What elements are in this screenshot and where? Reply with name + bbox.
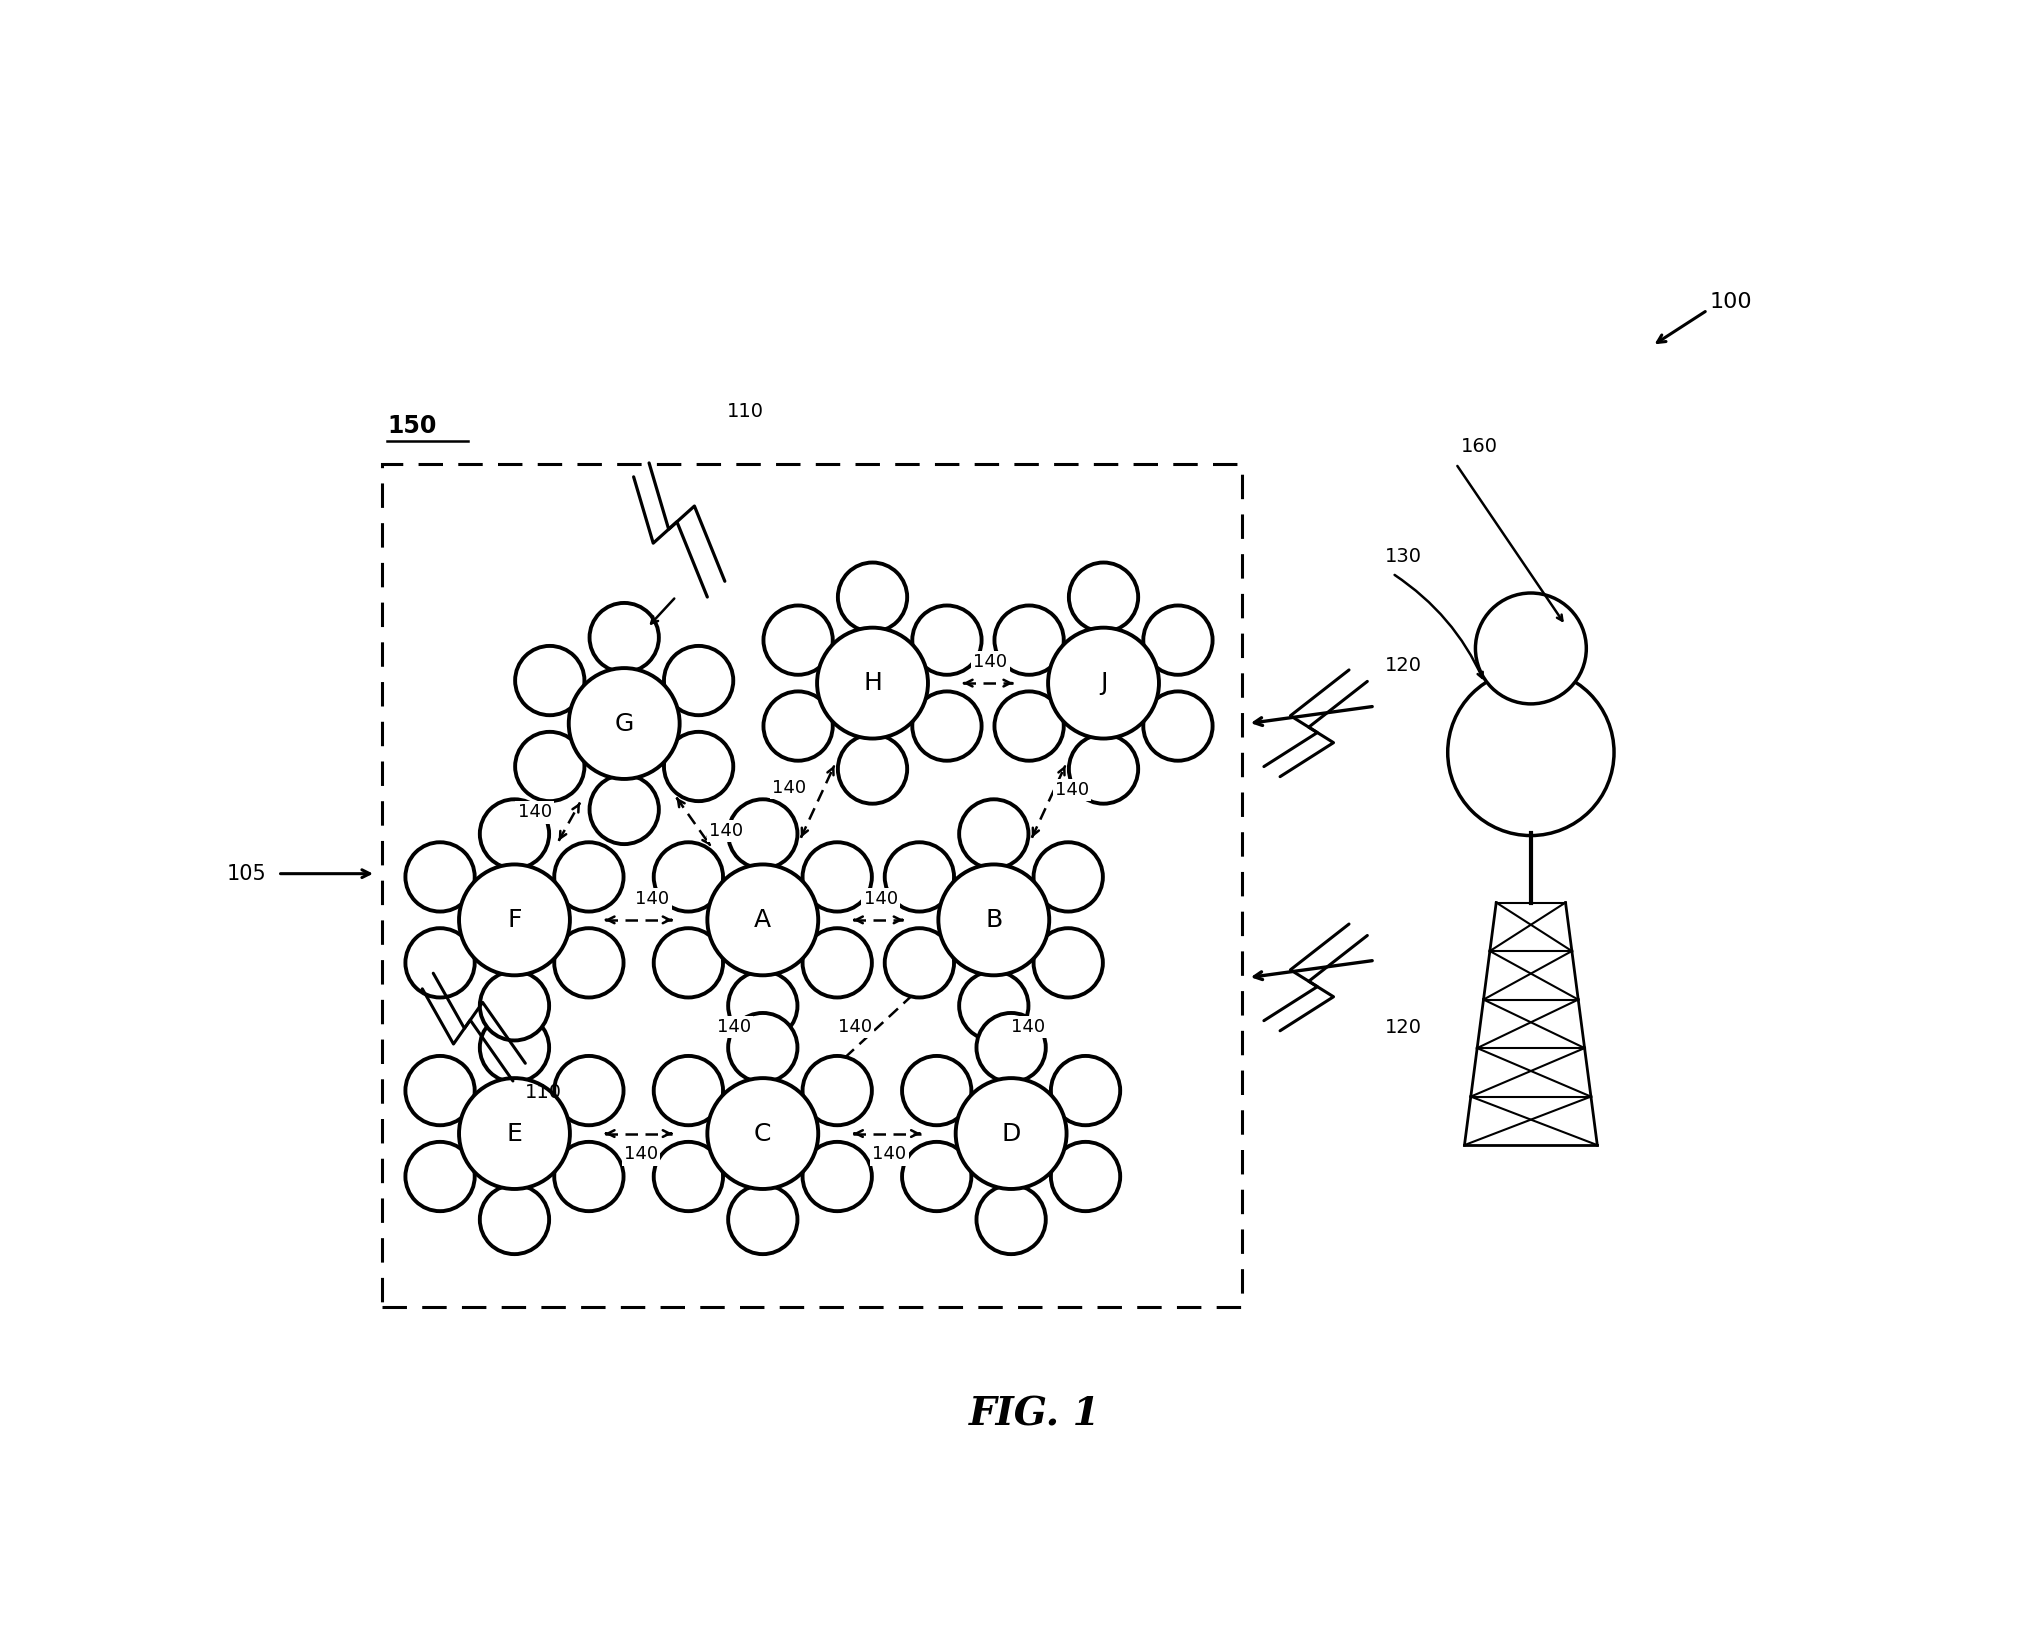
- Text: 140: 140: [1055, 780, 1090, 799]
- Circle shape: [837, 734, 908, 804]
- Circle shape: [1144, 691, 1213, 761]
- Text: G: G: [615, 711, 634, 736]
- Circle shape: [569, 668, 680, 779]
- Text: 140: 140: [624, 1145, 658, 1163]
- Circle shape: [912, 691, 981, 761]
- Circle shape: [589, 602, 658, 672]
- Circle shape: [406, 1056, 474, 1125]
- Circle shape: [957, 1077, 1068, 1190]
- Circle shape: [995, 606, 1063, 675]
- Circle shape: [458, 865, 569, 975]
- Text: 150: 150: [387, 414, 436, 439]
- Circle shape: [555, 1056, 624, 1125]
- Text: C: C: [755, 1122, 771, 1145]
- Circle shape: [654, 1142, 722, 1211]
- Text: 140: 140: [837, 1018, 872, 1036]
- Circle shape: [728, 1013, 797, 1082]
- Circle shape: [480, 799, 549, 868]
- Circle shape: [763, 606, 833, 675]
- Circle shape: [1447, 670, 1614, 835]
- Text: 110: 110: [525, 1082, 561, 1102]
- Text: B: B: [985, 908, 1003, 932]
- Circle shape: [406, 842, 474, 911]
- Circle shape: [728, 799, 797, 868]
- Circle shape: [977, 1185, 1045, 1254]
- Circle shape: [763, 691, 833, 761]
- Text: F: F: [507, 908, 523, 932]
- Text: 160: 160: [1461, 437, 1497, 455]
- Text: 140: 140: [519, 804, 551, 822]
- Circle shape: [555, 929, 624, 998]
- Circle shape: [959, 799, 1029, 868]
- Text: J: J: [1100, 672, 1108, 695]
- Text: 100: 100: [1709, 292, 1752, 312]
- Circle shape: [959, 972, 1029, 1041]
- Circle shape: [515, 645, 585, 714]
- Circle shape: [902, 1142, 971, 1211]
- Text: 140: 140: [1011, 1018, 1045, 1036]
- Circle shape: [589, 776, 658, 845]
- Circle shape: [664, 733, 733, 802]
- Circle shape: [728, 1185, 797, 1254]
- Circle shape: [912, 606, 981, 675]
- Circle shape: [1475, 592, 1586, 705]
- Circle shape: [708, 1077, 817, 1190]
- Circle shape: [1070, 734, 1138, 804]
- Circle shape: [480, 1013, 549, 1082]
- Circle shape: [1144, 606, 1213, 675]
- Text: D: D: [1001, 1122, 1021, 1145]
- Circle shape: [406, 1142, 474, 1211]
- Text: 120: 120: [1384, 657, 1423, 675]
- Circle shape: [884, 929, 955, 998]
- Circle shape: [406, 929, 474, 998]
- Text: E: E: [507, 1122, 523, 1145]
- Circle shape: [1051, 1056, 1120, 1125]
- Circle shape: [938, 865, 1049, 975]
- Circle shape: [458, 1077, 569, 1190]
- Text: 140: 140: [771, 779, 805, 797]
- Circle shape: [803, 1142, 872, 1211]
- Circle shape: [555, 1142, 624, 1211]
- Circle shape: [728, 972, 797, 1041]
- Circle shape: [884, 842, 955, 911]
- Circle shape: [664, 645, 733, 714]
- Text: 105: 105: [226, 863, 266, 884]
- Text: A: A: [755, 908, 771, 932]
- Circle shape: [708, 865, 817, 975]
- Text: 110: 110: [726, 403, 765, 421]
- Circle shape: [555, 842, 624, 911]
- Text: 120: 120: [1384, 1018, 1423, 1036]
- Circle shape: [1033, 929, 1104, 998]
- Text: 140: 140: [872, 1145, 906, 1163]
- Text: 140: 140: [708, 822, 743, 840]
- Circle shape: [1051, 1142, 1120, 1211]
- Circle shape: [837, 563, 908, 632]
- Circle shape: [515, 733, 585, 802]
- Text: 140: 140: [716, 1018, 751, 1036]
- Text: FIG. 1: FIG. 1: [969, 1396, 1100, 1434]
- Circle shape: [1070, 563, 1138, 632]
- Circle shape: [803, 1056, 872, 1125]
- Circle shape: [1033, 842, 1104, 911]
- Circle shape: [803, 842, 872, 911]
- Circle shape: [817, 627, 928, 739]
- Circle shape: [480, 1185, 549, 1254]
- Circle shape: [480, 972, 549, 1041]
- Circle shape: [654, 1056, 722, 1125]
- Text: 140: 140: [864, 889, 898, 908]
- Circle shape: [902, 1056, 971, 1125]
- Text: 140: 140: [636, 889, 670, 908]
- Text: 140: 140: [973, 653, 1007, 672]
- Circle shape: [803, 929, 872, 998]
- Circle shape: [995, 691, 1063, 761]
- Text: H: H: [864, 672, 882, 695]
- Text: 130: 130: [1384, 546, 1423, 566]
- Circle shape: [654, 842, 722, 911]
- Circle shape: [977, 1013, 1045, 1082]
- Bar: [381, 464, 1243, 1307]
- Circle shape: [654, 929, 722, 998]
- Circle shape: [1047, 627, 1158, 739]
